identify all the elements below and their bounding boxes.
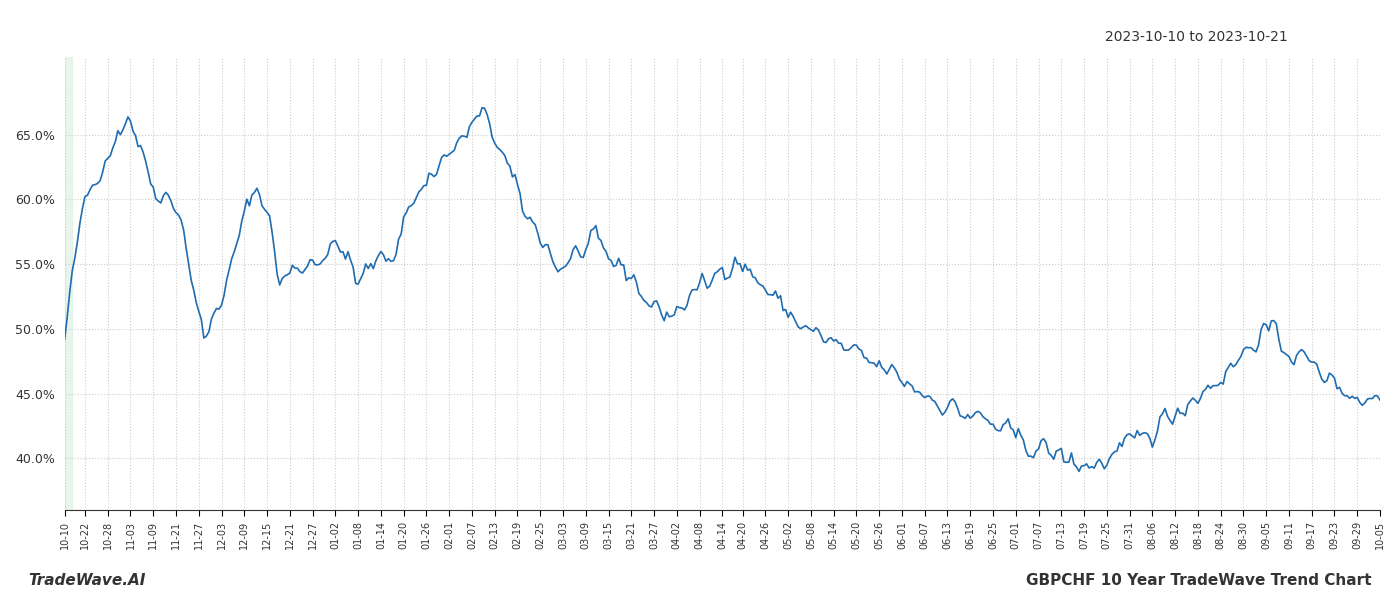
Text: TradeWave.AI: TradeWave.AI (28, 573, 146, 588)
Text: GBPCHF 10 Year TradeWave Trend Chart: GBPCHF 10 Year TradeWave Trend Chart (1026, 573, 1372, 588)
Bar (64, 57, 73, 510)
Text: 2023-10-10 to 2023-10-21: 2023-10-10 to 2023-10-21 (1105, 30, 1288, 44)
